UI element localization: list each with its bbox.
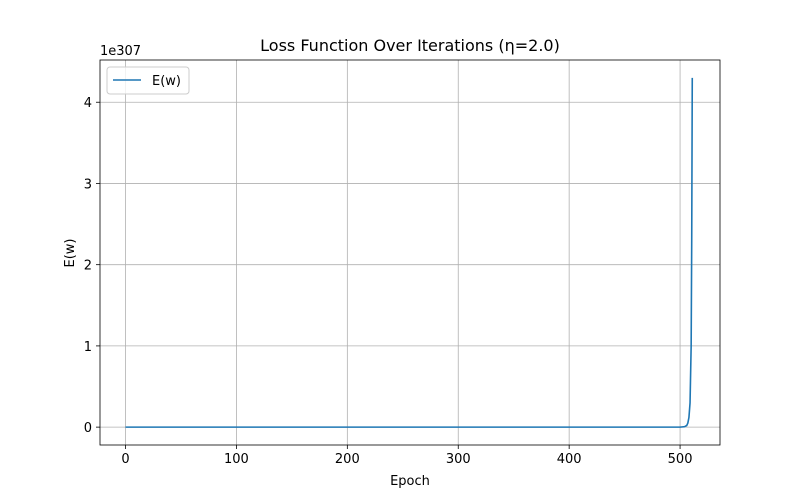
x-axis-label: Epoch [390,474,430,489]
plot-area [100,60,720,445]
series-layer [125,77,694,428]
series-line-e-w [125,77,694,428]
x-tick-label: 100 [224,452,249,467]
plot-frame [99,59,721,446]
grid [100,60,720,445]
x-tick-label: 300 [446,452,471,467]
y-axis-label: E(w) [63,239,78,268]
legend-box [106,66,190,95]
y-tick-label: 0 [84,421,92,436]
x-tick-label: 500 [668,452,693,467]
y-offset-text: 1e307 [100,44,141,59]
y-tick-label: 4 [84,96,92,111]
y-axis: 0 1 2 3 4 [84,96,100,436]
x-tick-label: 200 [335,452,360,467]
x-tick-label: 0 [121,452,129,467]
y-tick-label: 1 [84,340,92,355]
x-tick-label: 400 [557,452,582,467]
legend: E(w) [106,66,190,95]
y-tick-label: 2 [84,259,92,274]
x-axis: 0 100 200 300 400 500 [121,445,692,467]
y-tick-label: 3 [84,177,92,192]
chart-title: Loss Function Over Iterations (η=2.0) [260,36,560,55]
legend-label-e-w: E(w) [152,74,181,89]
